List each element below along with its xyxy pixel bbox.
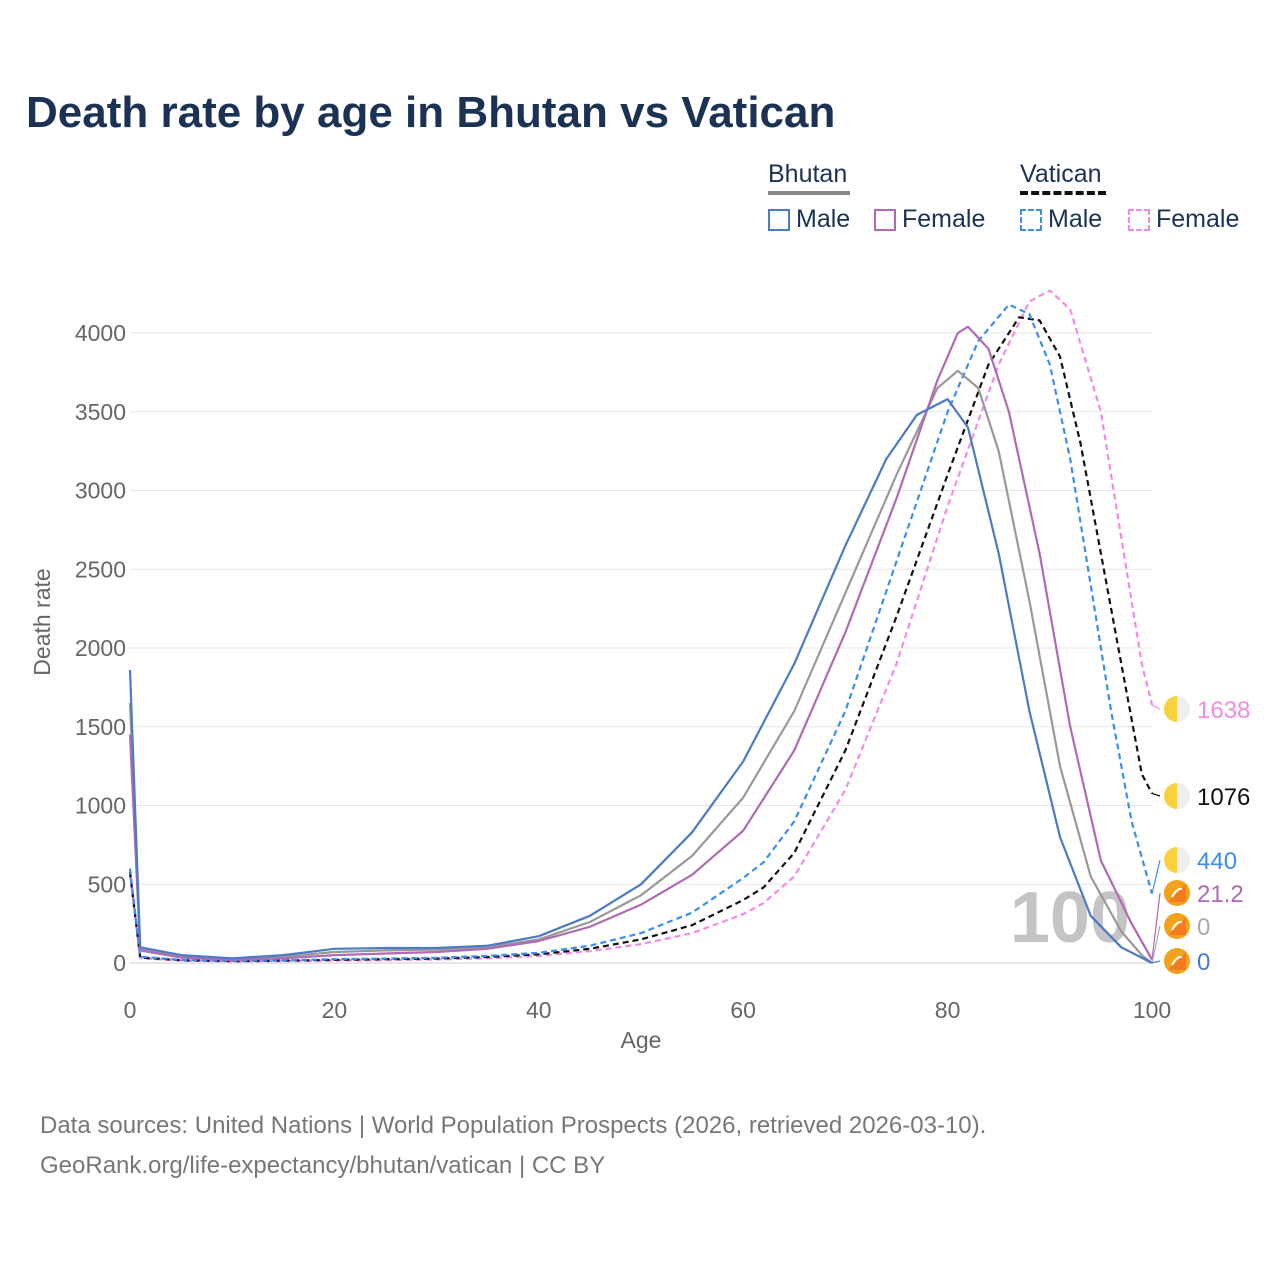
end-value-label: 440: [1197, 848, 1237, 875]
x-tick-label: 20: [322, 997, 348, 1023]
y-tick-label: 1500: [75, 714, 126, 740]
series-lines: [128, 289, 1154, 964]
end-value-label: 0: [1197, 949, 1210, 976]
end-label-connector: [1151, 960, 1161, 964]
x-tick-label: 60: [730, 997, 756, 1023]
series-line-bhutan-male[interactable]: [128, 398, 1153, 964]
legend-group-bhutan[interactable]: Bhutan: [768, 160, 850, 195]
end-value-label: 0: [1197, 914, 1210, 941]
series-line-vatican-male[interactable]: [128, 303, 1154, 962]
y-tick-label: 1000: [75, 793, 126, 819]
x-tick-label: 0: [124, 997, 137, 1023]
legend-group-title: Bhutan: [768, 160, 848, 188]
end-label-connector: [1151, 704, 1161, 710]
end-labels: 1638 1076 440 21.2 0 0: [1151, 696, 1250, 976]
legend-item-vatican-female[interactable]: Female: [1128, 205, 1239, 234]
footer-source: Data sources: United Nations | World Pop…: [40, 1112, 987, 1139]
x-axis-ticks: 0 20 40 60 80 100: [124, 997, 1172, 1023]
y-tick-label: 0: [113, 950, 126, 976]
legend-label: Female: [902, 205, 986, 233]
legend-group-line: [768, 191, 850, 195]
y-axis-ticks: 0 500 1000 1500 2000 2500 3000 3500 4000: [75, 320, 126, 976]
flag-vatican-icon: [1164, 696, 1177, 722]
y-tick-label: 2500: [75, 556, 126, 582]
end-value-label: 1076: [1197, 784, 1250, 811]
y-tick-label: 3500: [75, 399, 126, 425]
chart-watermark: 100: [1010, 878, 1130, 958]
flag-bhutan-icon: [1171, 920, 1183, 931]
legend-label: Male: [796, 205, 851, 233]
flag-bhutan-icon: [1171, 887, 1183, 898]
series-line-vatican-female[interactable]: [128, 289, 1154, 963]
y-tick-label: 500: [88, 871, 126, 897]
legend-swatch: [768, 208, 790, 231]
series-line-bhutan-both[interactable]: [128, 369, 1153, 964]
series-line-vatican-both[interactable]: [128, 316, 1153, 963]
flag-vatican-icon: [1164, 783, 1177, 809]
legend-group-title: Vatican: [1020, 160, 1102, 188]
x-tick-label: 80: [935, 997, 961, 1023]
chart-title: Death rate by age in Bhutan vs Vatican: [26, 88, 836, 137]
y-axis-label: Death rate: [29, 568, 55, 675]
end-label-connector: [1151, 925, 1161, 964]
series-line-bhutan-female[interactable]: [128, 325, 1153, 961]
legend-label: Female: [1156, 205, 1240, 233]
chart-plot: 100 0 20 40 60 80 100 0 500 1000 1500 2000 2500 300…: [29, 289, 1250, 1053]
legend-item-bhutan-male[interactable]: Male: [768, 205, 850, 234]
footer-link[interactable]: GeoRank.org/life-expectancy/bhutan/vatic…: [40, 1152, 606, 1179]
x-axis-label: Age: [621, 1027, 662, 1053]
y-tick-label: 2000: [75, 635, 126, 661]
footer: Data sources: United Nations | World Pop…: [40, 1106, 986, 1186]
y-tick-label: 3000: [75, 478, 126, 504]
legend-swatch: [874, 208, 896, 231]
legend-group-vatican[interactable]: Vatican: [1020, 160, 1106, 195]
end-label-connector: [1151, 792, 1161, 797]
x-tick-label: 100: [1133, 997, 1171, 1023]
legend-label: Male: [1048, 205, 1103, 233]
legend-item-vatican-male[interactable]: Male: [1020, 205, 1102, 234]
end-value-label: 21.2: [1197, 881, 1244, 908]
flag-bhutan-icon: [1171, 955, 1183, 966]
grid-lines: [130, 332, 1152, 964]
x-tick-label: 40: [526, 997, 552, 1023]
flag-vatican-icon: [1164, 847, 1177, 873]
legend-group-line: [1020, 191, 1106, 195]
y-tick-label: 4000: [75, 320, 126, 346]
end-label-connector: [1151, 892, 1161, 960]
legend-item-bhutan-female[interactable]: Female: [874, 205, 985, 234]
end-label-connector: [1151, 859, 1161, 894]
end-value-label: 1638: [1197, 697, 1250, 724]
legend-swatch: [1128, 208, 1150, 231]
legend-swatch: [1020, 208, 1042, 231]
